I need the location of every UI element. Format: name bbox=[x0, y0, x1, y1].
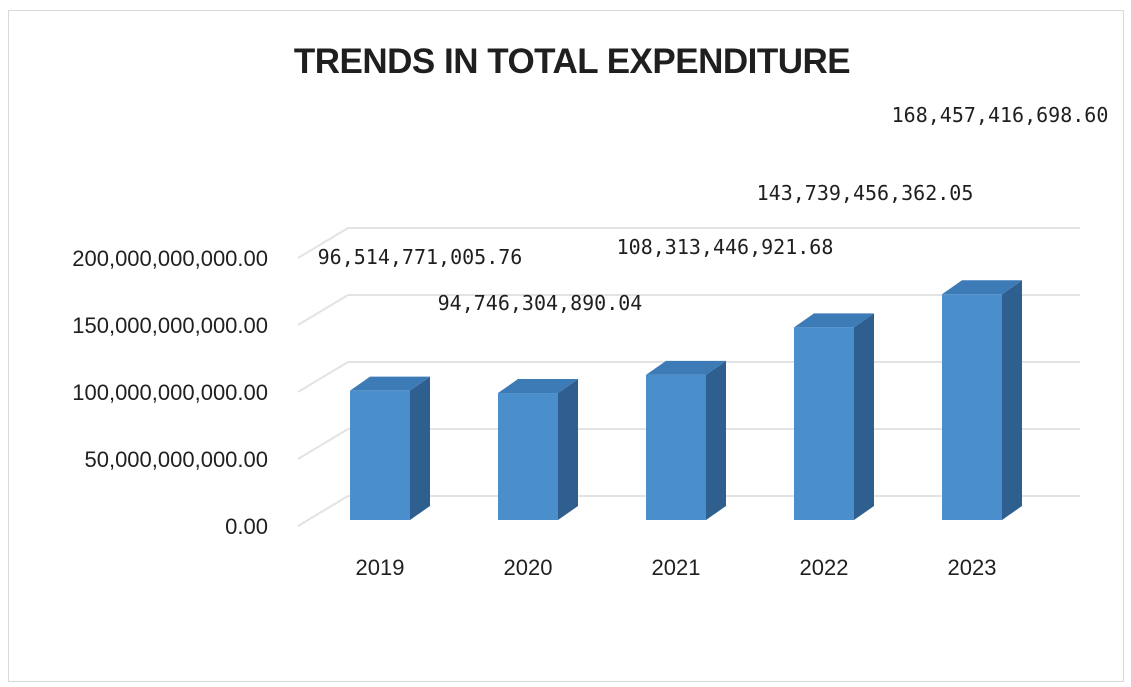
x-tick-label: 2019 bbox=[356, 555, 405, 580]
data-label: 168,457,416,698.60 bbox=[892, 103, 1109, 127]
y-tick-label: 150,000,000,000.00 bbox=[72, 313, 268, 338]
bar-top bbox=[646, 360, 726, 375]
chart-title: TRENDS IN TOTAL EXPENDITURE bbox=[293, 42, 851, 81]
x-tick-label: 2022 bbox=[800, 555, 849, 580]
bar-top bbox=[794, 313, 874, 328]
bar-side bbox=[1002, 280, 1022, 520]
gridline-depth bbox=[297, 428, 349, 460]
bar bbox=[646, 374, 706, 520]
bar-side bbox=[854, 313, 874, 520]
bar-top bbox=[498, 379, 578, 394]
bar-side bbox=[558, 379, 578, 520]
y-tick-label: 0.00 bbox=[225, 514, 268, 539]
bar bbox=[350, 390, 410, 520]
bar bbox=[942, 294, 1002, 520]
y-tick-label: 100,000,000,000.00 bbox=[72, 380, 268, 405]
bar bbox=[498, 393, 558, 520]
y-tick-label: 50,000,000,000.00 bbox=[84, 447, 268, 472]
data-label: 96,514,771,005.76 bbox=[318, 245, 523, 269]
bar-top bbox=[942, 280, 1022, 295]
x-tick-label: 2021 bbox=[652, 555, 701, 580]
gridline-depth bbox=[297, 361, 349, 393]
gridline-depth bbox=[297, 227, 349, 259]
gridline-depth bbox=[297, 294, 349, 326]
bar-side bbox=[706, 360, 726, 520]
bar-side bbox=[410, 376, 430, 520]
gridline-depth bbox=[297, 495, 349, 527]
x-tick-label: 2020 bbox=[504, 555, 553, 580]
x-tick-label: 2023 bbox=[948, 555, 997, 580]
bar bbox=[794, 327, 854, 520]
y-tick-label: 200,000,000,000.00 bbox=[72, 246, 268, 271]
chart-frame bbox=[8, 10, 1124, 682]
data-label: 143,739,456,362.05 bbox=[757, 181, 974, 205]
data-label: 94,746,304,890.04 bbox=[438, 291, 643, 315]
bar-top bbox=[350, 376, 430, 391]
data-label: 108,313,446,921.68 bbox=[617, 235, 834, 259]
